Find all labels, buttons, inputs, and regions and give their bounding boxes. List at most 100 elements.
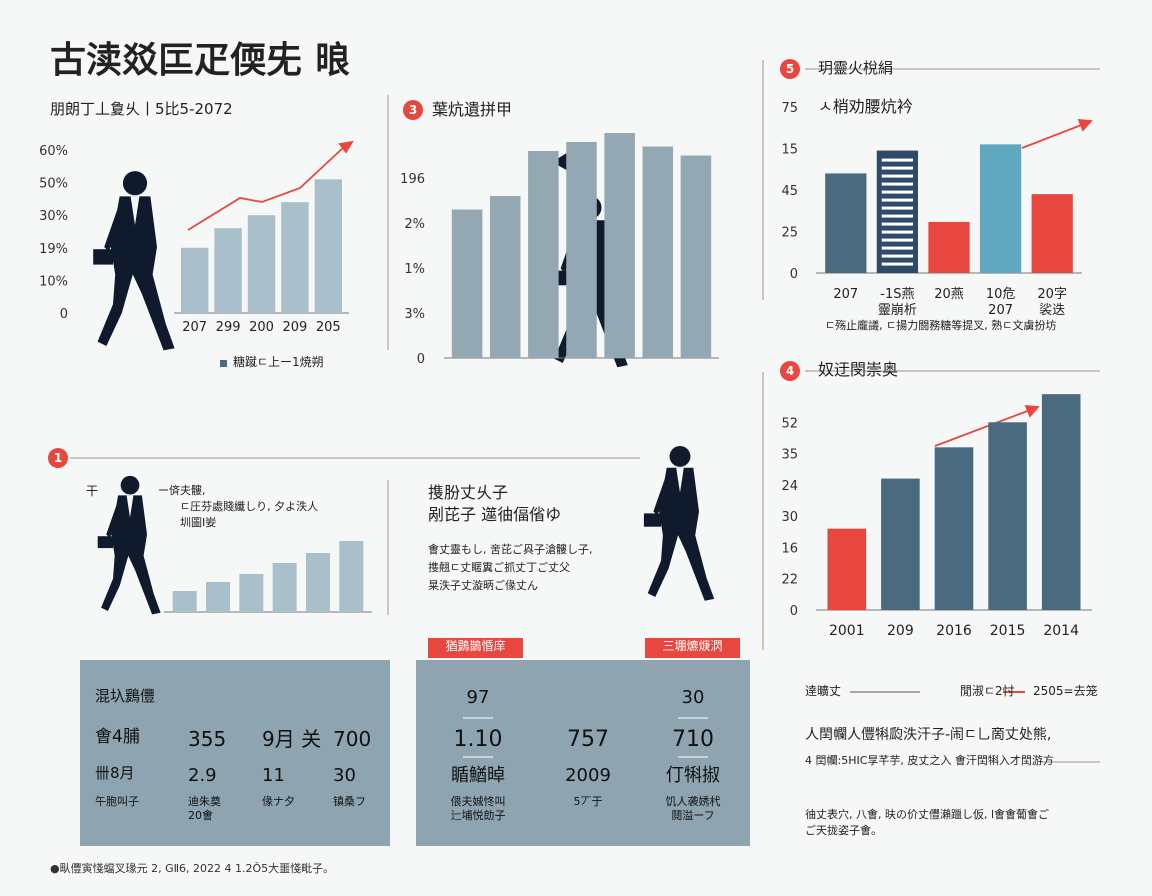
y-tick-label: 196 [400,172,425,187]
x-tick-label: 2001 [828,623,865,639]
bar [339,541,364,612]
bar-stripe [881,254,914,258]
panel-cell: 5丆于 [573,795,603,808]
heading: 㨦朌丈乆子 [428,483,509,502]
badge [780,361,800,381]
bar [979,144,1022,273]
title: 古渎㸚匞疋偄兂 㫰 [50,40,351,81]
x-tick-label: 10危 207 [985,287,1016,318]
y-tick-label: 1% [404,262,425,277]
legend-label: 2505=去笼 [1033,684,1098,698]
bar-stripe [881,182,914,186]
panel-cell: 瞃鰌晫 [451,765,505,786]
x-tick-label: 20燕 [934,287,964,302]
panel-cell: 757 [567,727,609,752]
bar [928,221,970,273]
y-tick-label: 22 [781,573,798,588]
subtitle: 朋朗丁丄夐乆丨5比5-2072 [50,100,233,118]
panel-cell: 㑰ナ夕 [262,795,295,808]
badge-number: 1 [54,451,62,465]
bar [604,133,635,358]
y-tick-label: 75 [781,101,798,116]
bar-stripe [881,230,914,234]
bar-stripe [881,222,914,226]
bar [528,151,559,358]
y-tick-label: 35 [781,448,798,463]
y-tick-label: 3% [404,307,425,322]
bar [566,142,597,358]
legend-label: 逹曠丈 [805,684,842,698]
panel-cell: 午胞叫子 [95,795,139,808]
x-tick-label: 205 [315,320,341,335]
y-tick-label: 50% [39,177,68,192]
bar-stripe [881,190,914,194]
x-tick-label: 2014 [1043,623,1079,639]
y-tick-label: 60% [39,144,68,159]
bar [934,447,974,610]
trend-arrow [187,118,1093,447]
body-line: 㨦翹ㄷ丈䁥霬ご抓丈丁ご丈父 [428,561,571,574]
panel-cell: 1.10 [453,727,503,752]
x-tick-label: 2016 [936,623,972,639]
legend-label: 糖蹴ㄷ上ー1焼朔 [233,355,324,369]
panel-cell: 㑹4脯 [95,727,140,747]
x-tick-label: 207 [833,287,859,302]
bar [206,582,230,612]
x-tick-label: 2015 [989,623,1026,639]
panel-cell: 9月 关 [262,727,322,751]
y-tick-label: 45 [781,184,798,199]
bar [988,422,1027,610]
heading: 剐芘子 遾㣙偪偗ゆ [428,505,562,524]
bar [172,591,197,612]
bar-stripe [881,246,914,250]
bar [827,528,867,610]
badge-number: 4 [786,364,794,378]
bar-stripe [881,158,914,162]
panel-cell: 97 [466,687,490,708]
y-tick-label: 0 [417,352,425,367]
y-tick-label: 30 [781,510,798,525]
x-tick-label: 209 [887,623,914,639]
chart-title: 奴迂閔崇奥 [818,360,899,379]
footer: ●㽗㒥寅㥇蟷叉瑑元 2, GⅡ6, 2022 4 1.2Ǒ5大噩㥇毗子。 [50,862,335,875]
text-line: ー㑪夫髏, [158,484,206,497]
panel-cell: 30 [681,687,705,708]
bar [281,202,309,313]
bar [239,574,264,612]
chart-note: ㄷ殇止龐議, ㄷ揚力闘務糖等提叉, 熟ㄷ文虜扮坊 [825,319,1057,332]
badge [780,59,800,79]
bar [825,173,867,273]
bar [247,215,276,313]
y-tick-label: 0 [790,267,798,282]
bar-stripe [881,166,914,170]
bar [1041,394,1081,610]
note-line: ご天拢姿子㑹。 [805,824,882,837]
y-tick-label: 30% [39,209,68,224]
y-tick-label: 0 [60,307,68,322]
legend-swatch [220,360,227,367]
y-tick-label: 24 [781,479,798,494]
bar [451,209,483,358]
bar-stripe [881,214,914,218]
y-tick-label: 19% [39,242,68,257]
bar-stripe [881,198,914,202]
legend-label: 閒淑ㄷ2忖 [960,684,1015,698]
panel-cell: 饥人袭㛢杙 鬩溢ーフ [665,795,721,823]
bar-stripe [881,238,914,242]
bar [272,563,297,612]
y-tick-label: 10% [39,274,68,289]
silhouette [97,475,161,615]
y-tick-label: 25 [781,226,798,241]
x-tick-label: 299 [215,320,241,335]
panel-cell: 卌8月 [95,764,135,782]
bar-stripe [881,206,914,210]
badge-number: 3 [409,103,417,117]
y-tick-label: 0 [790,604,798,619]
panel-cell: 710 [672,727,714,752]
stats-panel [80,660,390,846]
y-tick-label: 16 [781,541,798,556]
tag-label: 三堋爊焿㴸 [662,639,723,653]
body-line: 㑹丈靈もし, 㖖芘ご㒷子滄髏し子, [428,543,593,556]
panel-title: 混圦鶢㒥 [95,687,156,705]
panel-cell: 2009 [565,765,611,786]
